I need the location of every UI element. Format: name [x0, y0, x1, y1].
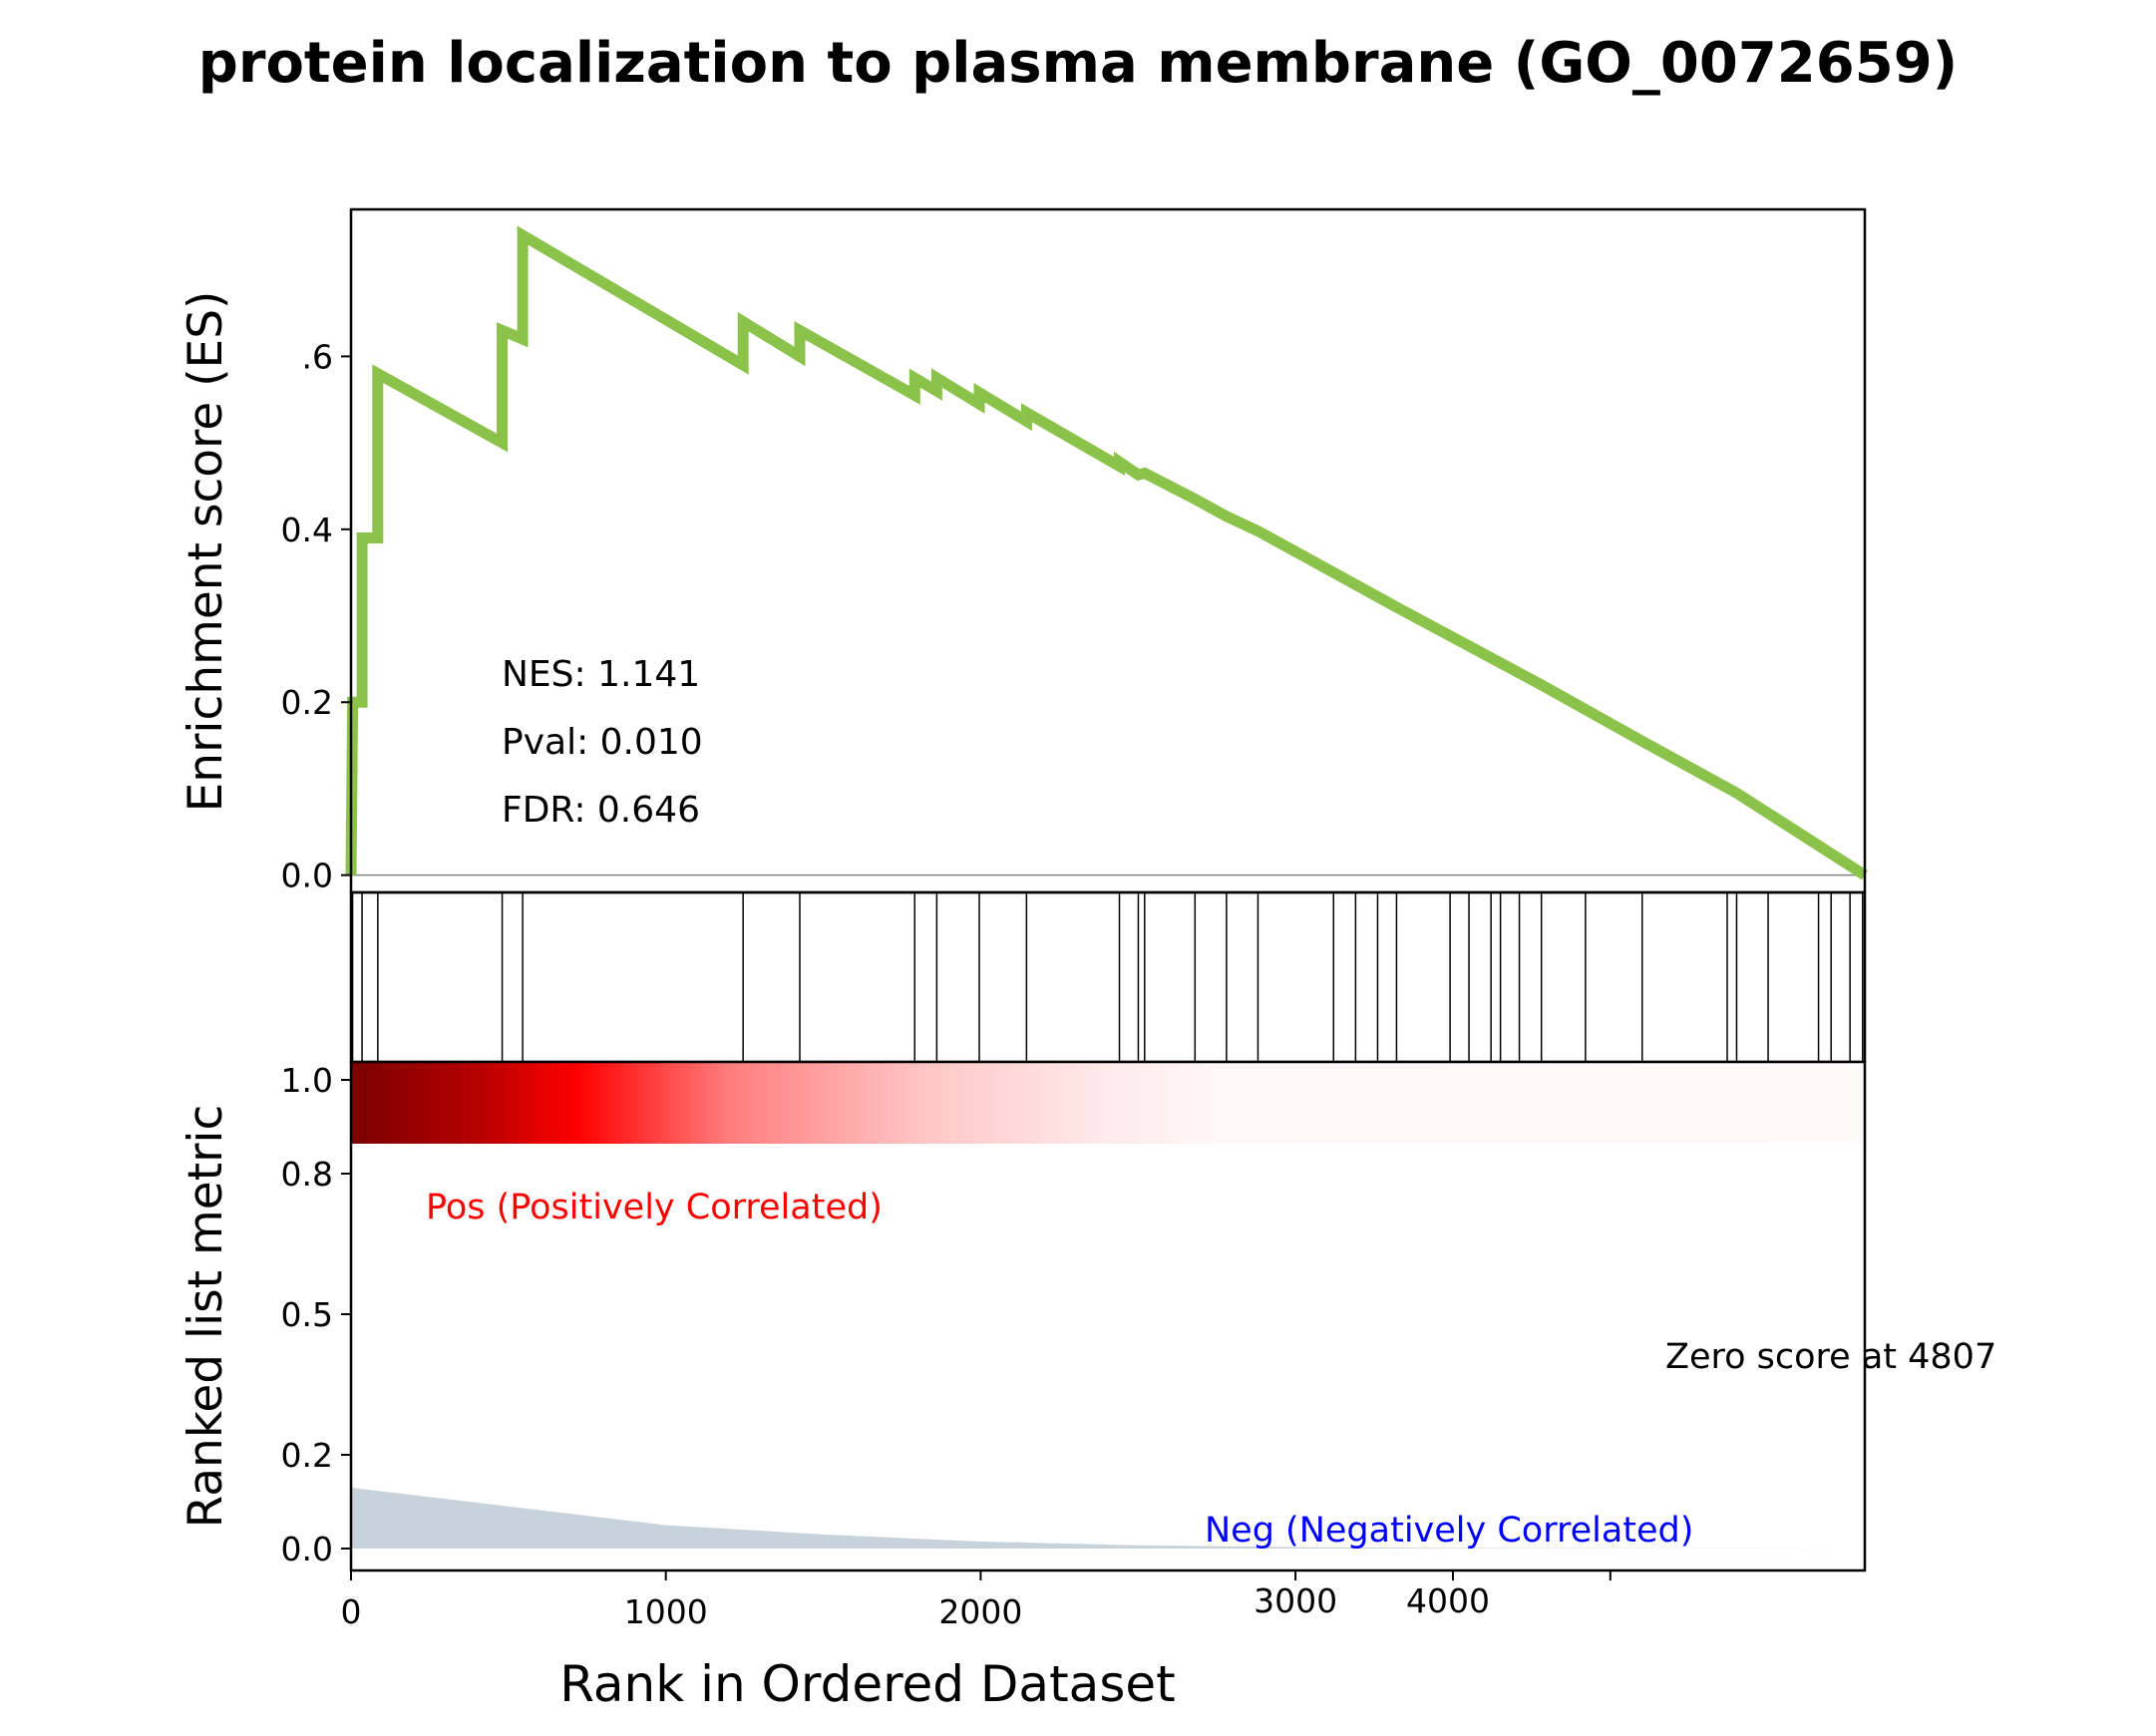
es-panel: 0.0 0.2 0.4 .6 NES: 1.141 Pval: 0.010 FDR: … — [179, 207, 1868, 895]
metric-y-tick-label: 0.2 — [281, 1436, 333, 1475]
fdr-label: FDR: 0.646 — [502, 790, 700, 831]
neg-correlated-label: Neg (Negatively Correlated) — [1205, 1511, 1693, 1551]
metric-y-tick-label: 0.0 — [281, 1530, 333, 1568]
metric-y-tick-label: 1.0 — [281, 1061, 333, 1100]
pval-label: Pval: 0.010 — [502, 722, 703, 763]
es-y-tick-label: 0.0 — [281, 857, 333, 895]
zero-score-label: Zero score at 4807 — [1665, 1337, 1996, 1377]
metric-panel-frame — [349, 1060, 1867, 1572]
pos-correlated-label: Pos (Positively Correlated) — [426, 1188, 883, 1227]
ranked-metric-area — [351, 1487, 1865, 1549]
x-tick-label: 4000 — [1406, 1581, 1490, 1620]
metric-y-tick-label: 0.5 — [281, 1295, 333, 1334]
metric-y-axis-label: Ranked list metric — [179, 1105, 233, 1529]
x-tick-label: 1000 — [624, 1592, 708, 1631]
es-curve — [345, 225, 1868, 880]
x-axis-label: Rank in Ordered Dataset — [559, 1655, 1175, 1713]
chart-title: protein localization to plasma membrane … — [198, 31, 1959, 96]
hit-lines — [351, 892, 1864, 1062]
es-y-axis-label: Enrichment score (ES) — [179, 291, 233, 813]
nes-label: NES: 1.141 — [502, 654, 700, 695]
metric-y-ticks: 0.0 0.2 0.5 0.8 1.0 — [281, 1061, 351, 1568]
es-y-tick-label: .6 — [302, 337, 334, 376]
hit-panel — [349, 890, 1867, 1064]
es-y-tick-label: 0.2 — [281, 683, 333, 722]
metric-panel: 0.0 0.2 0.5 0.8 1.0 Pos (Positively Correlat… — [179, 1060, 1996, 1572]
es-y-tick-label: 0.4 — [281, 511, 333, 549]
rank-heatmap-bar — [351, 1062, 1865, 1144]
metric-y-tick-label: 0.8 — [281, 1155, 333, 1194]
x-tick-label: 2000 — [938, 1592, 1022, 1631]
hit-panel-frame — [349, 890, 1867, 1064]
es-y-ticks: 0.0 0.2 0.4 .6 — [281, 337, 351, 895]
x-tick-label: 3000 — [1254, 1581, 1337, 1620]
x-ticks: 0 1000 2000 3000 4000 — [341, 1570, 1612, 1631]
x-tick-label: 0 — [341, 1592, 362, 1631]
